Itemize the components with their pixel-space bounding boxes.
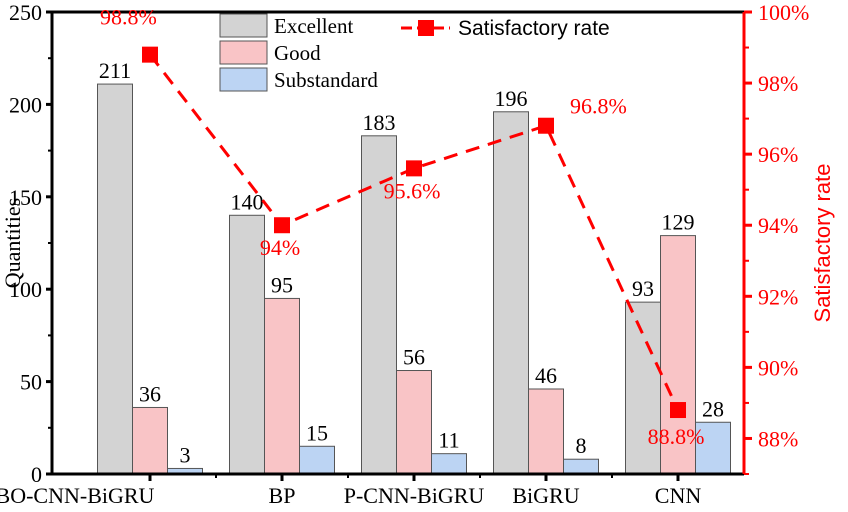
bar-value-label: 28	[702, 396, 724, 421]
bar-excellent	[97, 83, 133, 475]
bar-excellent	[361, 135, 397, 475]
bar-value-label: 95	[271, 272, 293, 297]
bar-value-label: 36	[139, 381, 161, 406]
bar-value-label: 3	[180, 442, 191, 467]
legend-label: Substandard	[274, 68, 378, 92]
satisfactory-rate-marker	[670, 402, 686, 419]
y-axis-title: Quantities	[0, 198, 25, 288]
y2-tick-label: 92%	[758, 284, 798, 309]
bar-value-label: 15	[306, 420, 328, 445]
satisfactory-rate-marker	[406, 160, 422, 177]
rate-label: 95.6%	[384, 178, 441, 203]
legend-label: Excellent	[274, 14, 353, 38]
rate-label: 88.8%	[648, 424, 705, 449]
legend-swatch-good	[219, 40, 268, 65]
legend-label: Satisfactory rate	[458, 17, 610, 40]
y2-tick-label: 94%	[758, 213, 798, 238]
bar-value-label: 8	[576, 433, 587, 458]
y-tick-label: 100	[9, 277, 42, 302]
y2-tick-label: 88%	[758, 426, 798, 451]
bar-good	[528, 388, 564, 475]
bar-substandard	[563, 458, 599, 475]
satisfactory-rate-line	[148, 53, 680, 411]
y2-tick-label: 96%	[758, 142, 798, 167]
y-tick-label: 250	[9, 0, 42, 25]
bar-substandard	[299, 445, 335, 475]
satisfactory-rate-marker	[538, 117, 554, 134]
bar-value-label: 211	[99, 58, 131, 83]
y2-axis-title: Satisfactory rate	[810, 164, 835, 323]
bar-value-label: 46	[535, 363, 557, 388]
legend-swatch-substandard	[219, 67, 268, 92]
satisfactory-rate-marker	[142, 46, 158, 63]
bar-value-label: 11	[438, 428, 459, 453]
bar-excellent	[625, 301, 661, 475]
y-tick-label: 0	[31, 462, 42, 487]
bar-excellent	[229, 214, 265, 475]
bar-value-label: 129	[662, 210, 695, 235]
bar-good	[396, 370, 432, 475]
satisfactory-rate-marker	[274, 217, 290, 234]
y2-tick-label: 90%	[758, 355, 798, 380]
x-tick-label: P-CNN-BiGRU	[344, 483, 485, 508]
x-tick-label: BiGRU	[512, 483, 579, 508]
y-tick-label: 150	[9, 185, 42, 210]
rate-label: 94%	[260, 235, 300, 260]
bar-good	[132, 406, 168, 475]
bar-value-label: 93	[632, 276, 654, 301]
bar-substandard	[431, 453, 467, 475]
rate-label: 96.8%	[570, 94, 627, 119]
bar-value-label: 196	[495, 86, 528, 111]
rate-label: 98.8%	[100, 5, 157, 30]
bar-value-label: 183	[363, 110, 396, 135]
bar-value-label: 140	[231, 189, 264, 214]
y2-tick-label: 98%	[758, 71, 798, 96]
legend-marker-swatch	[418, 20, 434, 36]
bar-excellent	[493, 111, 529, 475]
legend-label: Good	[274, 41, 321, 65]
y-tick-label: 50	[20, 370, 42, 395]
x-tick-label: BP	[269, 483, 296, 508]
y2-tick-label: 100%	[758, 0, 809, 25]
x-tick-label: CNN	[655, 483, 702, 508]
y-tick-label: 200	[9, 92, 42, 117]
bar-value-label: 56	[403, 345, 425, 370]
bar-good	[264, 297, 300, 475]
bar-good	[660, 235, 696, 475]
x-tick-label: BO-CNN-BiGRU	[0, 483, 155, 508]
legend-swatch-excellent	[219, 13, 268, 38]
